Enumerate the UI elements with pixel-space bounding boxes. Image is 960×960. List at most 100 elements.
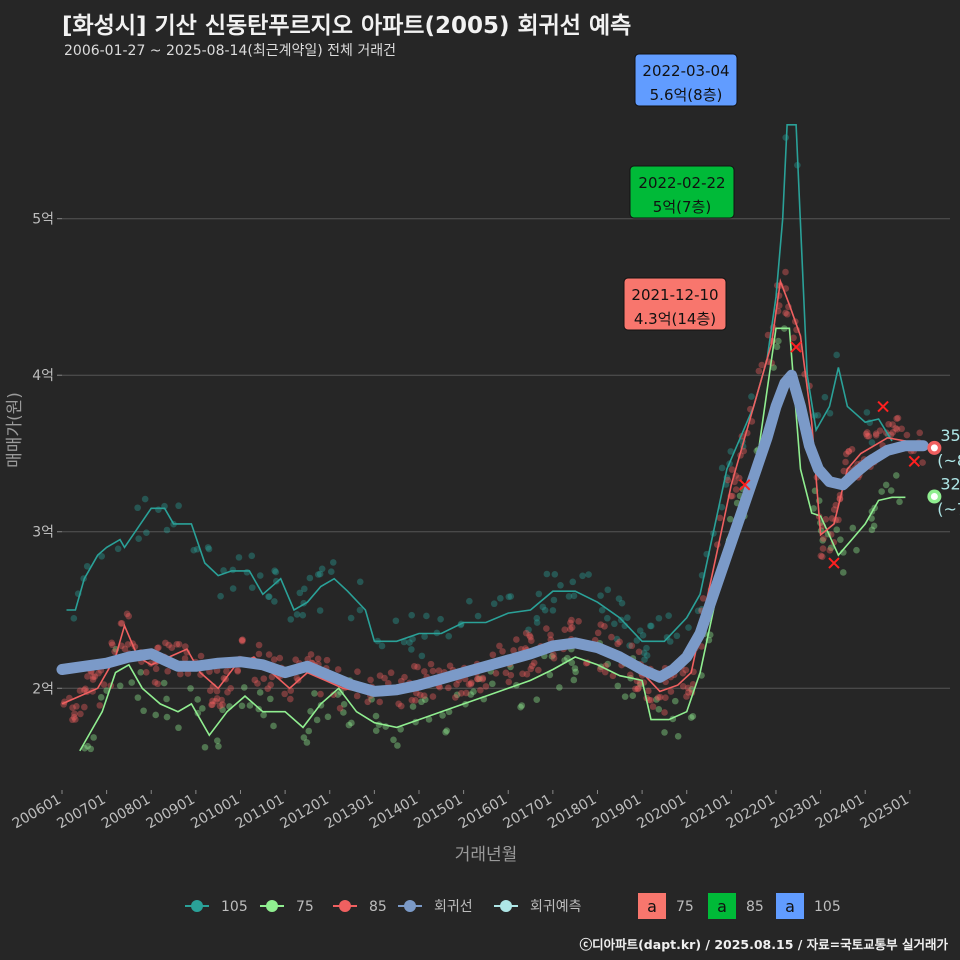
scatter-point-75	[621, 693, 629, 700]
scatter-point-85	[401, 673, 408, 681]
scatter-point-85	[482, 683, 490, 690]
scatter-point-105	[585, 571, 592, 578]
scatter-point-75	[653, 696, 660, 703]
scatter-point-85	[89, 676, 97, 683]
scatter-point-75	[839, 569, 847, 576]
scatter-point-105	[570, 592, 578, 600]
scatter-point-85	[684, 684, 692, 692]
scatter-point-85	[919, 459, 926, 466]
y-tick-label: 3억	[32, 525, 54, 541]
scatter-point-105	[299, 611, 307, 619]
scatter-point-75	[238, 702, 246, 710]
scatter-point-85	[387, 669, 395, 677]
scatter-point-75	[340, 700, 348, 708]
scatter-point-105	[329, 559, 337, 566]
scatter-point-85	[234, 666, 241, 674]
scatter-point-105	[543, 570, 551, 578]
scatter-point-105	[604, 614, 611, 622]
scatter-point-75	[97, 694, 105, 701]
scatter-point-85	[209, 701, 216, 708]
scatter-point-85	[567, 625, 574, 633]
scatter-point-85	[679, 683, 687, 690]
scatter-point-105	[318, 565, 326, 573]
scatter-point-75	[849, 524, 857, 532]
scatter-point-85	[614, 640, 621, 648]
x-tick-label: 200901	[144, 792, 198, 833]
scatter-point-85	[251, 676, 259, 684]
scatter-point-85	[656, 693, 664, 701]
series-line-75	[79, 327, 906, 752]
scatter-point-85	[317, 690, 324, 698]
scatter-point-105	[633, 637, 641, 644]
scatter-point-75	[655, 706, 663, 713]
scatter-point-85	[429, 693, 437, 700]
scatter-point-105	[685, 624, 692, 631]
scatter-point-85	[479, 674, 487, 682]
scatter-point-85	[550, 651, 557, 659]
scatter-point-85	[452, 694, 459, 701]
scatter-point-105	[673, 632, 681, 640]
scatter-point-85	[152, 665, 160, 673]
scatter-point-85	[267, 681, 274, 689]
scatter-point-85	[845, 448, 853, 455]
scatter-point-105	[248, 584, 256, 591]
recent-trade-marker	[908, 455, 921, 468]
scatter-point-75	[260, 711, 267, 719]
x-tick-label: 200601	[10, 792, 64, 833]
scatter-point-105	[265, 593, 273, 600]
scatter-point-105	[466, 597, 473, 605]
legend-box-85	[708, 893, 736, 919]
scatter-point-105	[316, 607, 324, 614]
scatter-point-85	[862, 430, 870, 438]
scatter-point-75	[348, 719, 355, 727]
scatter-point-85	[165, 641, 172, 649]
scatter-point-75	[84, 742, 91, 750]
scatter-point-85	[685, 689, 692, 696]
scatter-point-85	[492, 670, 500, 677]
scatter-point-85	[223, 668, 230, 675]
scatter-point-85	[411, 663, 418, 670]
x-tick-label: 200701	[54, 792, 108, 833]
legend-dot-75	[266, 900, 278, 912]
scatter-point-105	[220, 567, 227, 574]
scatter-point-85	[84, 673, 91, 680]
x-tick-label: 201101	[233, 792, 287, 833]
scatter-point-105	[114, 545, 122, 553]
scatter-point-75	[87, 745, 95, 753]
scatter-point-75	[878, 488, 885, 495]
scatter-point-85	[408, 696, 416, 704]
scatter-point-85	[865, 432, 873, 440]
scatter-point-75	[214, 737, 221, 744]
legend-box-75	[638, 893, 666, 919]
scatter-point-85	[507, 671, 515, 679]
scatter-point-75	[137, 669, 145, 676]
legend-box-glyph: a	[785, 897, 795, 916]
scatter-point-75	[892, 472, 900, 479]
scatter-point-85	[679, 669, 687, 677]
scatter-point-85	[381, 674, 388, 682]
scatter-point-105	[833, 351, 840, 359]
scatter-point-105	[505, 593, 513, 601]
scatter-point-85	[197, 671, 204, 679]
scatter-point-75	[305, 727, 313, 735]
scatter-point-75	[240, 684, 248, 691]
scatter-point-85	[568, 616, 575, 624]
scatter-point-85	[96, 702, 104, 709]
scatter-point-85	[307, 651, 315, 658]
y-tick-label: 5억	[32, 212, 54, 228]
scatter-point-75	[887, 487, 895, 494]
scatter-point-75	[819, 537, 827, 544]
recent-trade-marker	[739, 479, 751, 491]
scatter-point-85	[89, 673, 97, 681]
scatter-point-85	[502, 669, 510, 677]
scatter-point-85	[601, 668, 609, 676]
scatter-point-105	[507, 593, 515, 600]
scatter-point-85	[826, 547, 834, 554]
scatter-point-85	[287, 687, 295, 694]
scatter-point-85	[667, 688, 675, 695]
scatter-point-75	[372, 727, 380, 734]
scatter-point-105	[314, 571, 322, 578]
callout-box-75	[623, 277, 727, 331]
scatter-point-85	[522, 629, 530, 637]
scatter-point-85	[530, 659, 538, 667]
